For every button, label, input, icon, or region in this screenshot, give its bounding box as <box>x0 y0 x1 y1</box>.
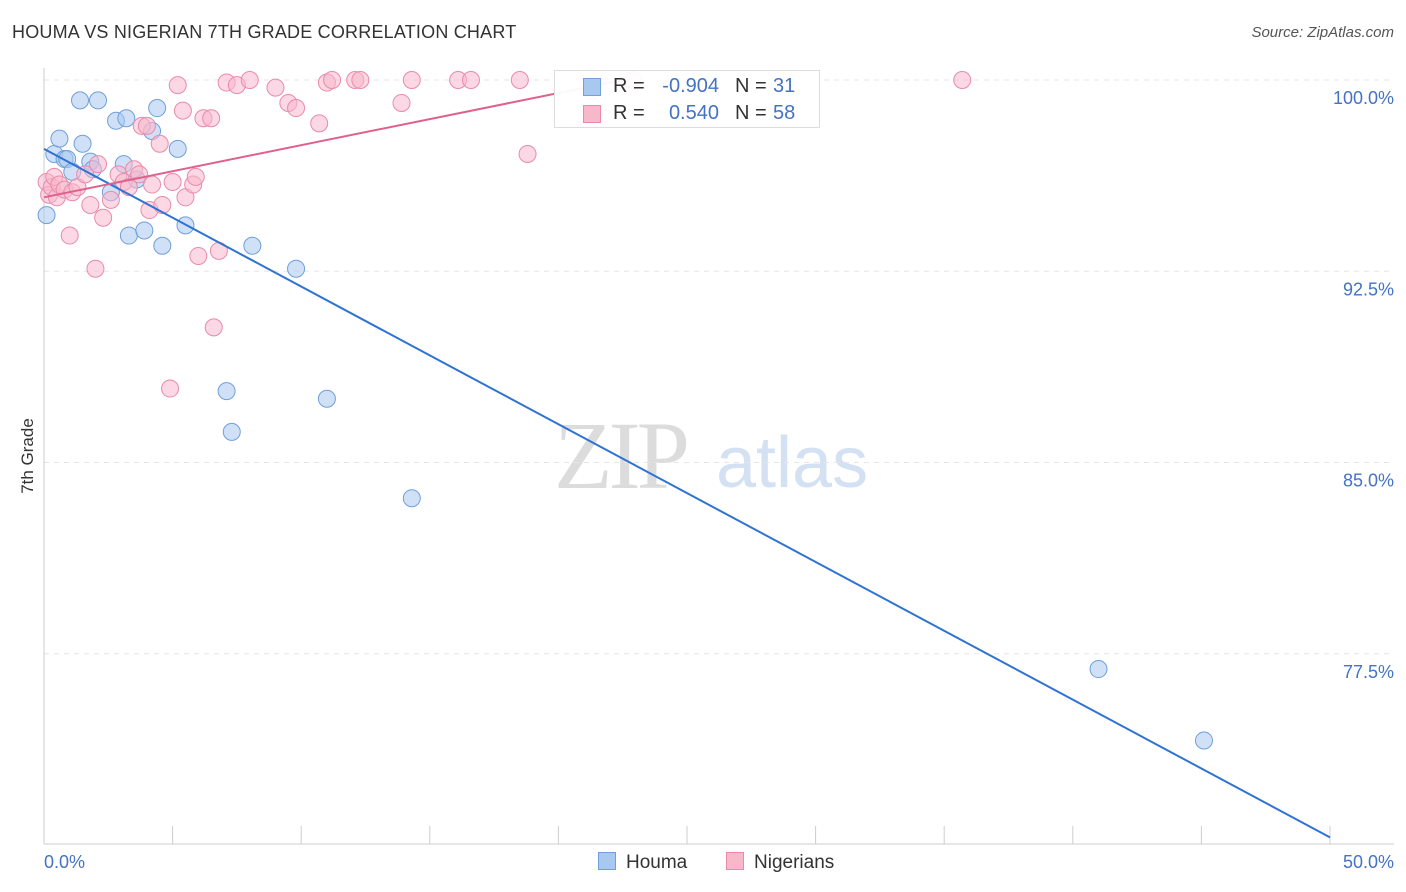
y-tick-label: 100.0% <box>1333 88 1394 108</box>
nigerians-point <box>202 109 221 128</box>
nigerians-point <box>101 190 120 209</box>
houma-legend-swatch <box>598 852 616 870</box>
houma-point <box>402 489 421 508</box>
houma-trend-line <box>43 147 1331 839</box>
nigerians-point <box>168 76 187 95</box>
nigerians-point <box>137 116 156 135</box>
x-tick-label-max: 50.0% <box>1342 852 1394 872</box>
y-tick-label: 77.5% <box>1343 662 1394 682</box>
nigerians-r-value: 0.540 <box>668 102 719 124</box>
nigerians-point <box>60 226 79 245</box>
nigerians-point <box>204 318 223 337</box>
nigerians-point <box>240 71 259 89</box>
nigerians-point <box>323 71 342 89</box>
legend-row-houma: R = -0.904 N = 31 <box>555 75 819 99</box>
nigerians-swatch <box>583 105 601 123</box>
y-axis-label: 7th Grade <box>18 418 37 494</box>
houma-point <box>317 389 336 408</box>
source-credit: Source: ZipAtlas.com <box>1251 24 1394 41</box>
houma-point <box>71 91 90 110</box>
nigerians-point <box>392 93 411 112</box>
nigerians-point <box>953 71 972 89</box>
nigerians-point <box>510 71 529 89</box>
houma-point <box>50 129 69 148</box>
watermark-atlas: atlas <box>716 423 869 503</box>
nigerians-point <box>89 155 108 174</box>
nigerians-legend-label: Nigerians <box>754 852 835 873</box>
nigerians-legend-swatch <box>726 852 744 870</box>
nigerians-point <box>153 195 172 214</box>
houma-r-value: -0.904 <box>662 75 719 97</box>
grid-lines <box>44 79 1394 655</box>
houma-r-label: R = <box>613 75 645 97</box>
houma-point <box>1194 731 1213 750</box>
nigerians-point <box>402 71 421 89</box>
nigerians-point <box>86 259 105 278</box>
legend-row-nigerians: R = 0.540 N = 58 <box>555 102 819 126</box>
trend-lines <box>43 79 1331 839</box>
houma-point <box>168 139 187 158</box>
houma-point <box>287 259 306 278</box>
houma-point <box>89 91 108 110</box>
houma-point <box>1089 660 1108 679</box>
houma-point <box>222 422 241 441</box>
nigerians-point <box>173 101 192 120</box>
legend-item-houma: Houma <box>598 852 687 874</box>
nigerians-r-label: R = <box>613 102 645 124</box>
y-tick-labels: 100.0% 92.5% 85.0% 77.5% <box>1333 88 1394 682</box>
nigerians-n-value: 58 <box>773 102 796 124</box>
houma-point <box>37 206 56 225</box>
nigerians-point <box>266 78 285 97</box>
nigerians-point <box>461 71 480 89</box>
nigerians-point <box>186 167 205 186</box>
x-tick-label-min: 0.0% <box>44 852 86 872</box>
houma-n-value: 31 <box>773 75 796 97</box>
chart-title: HOUMA VS NIGERIAN 7TH GRADE CORRELATION … <box>12 22 517 42</box>
nigerians-point <box>287 99 306 118</box>
houma-point <box>119 226 138 245</box>
houma-point <box>135 221 154 240</box>
legend-item-nigerians: Nigerians <box>726 852 834 874</box>
nigerians-point <box>351 71 370 89</box>
houma-point <box>148 99 167 118</box>
nigerians-trend-line <box>43 79 623 199</box>
houma-n-label: N = <box>735 75 767 97</box>
nigerians-point <box>163 173 182 191</box>
nigerians-point <box>518 144 537 163</box>
axes <box>43 68 1394 845</box>
houma-point <box>153 236 172 255</box>
nigerians-n-label: N = <box>735 102 767 124</box>
nigerians-point <box>94 208 113 227</box>
y-tick-label: 92.5% <box>1343 279 1394 299</box>
houma-point <box>217 382 236 401</box>
houma-point <box>117 109 136 128</box>
nigerians-point <box>189 246 208 265</box>
nigerians-point <box>310 114 329 133</box>
nigerians-point <box>161 379 180 398</box>
watermark-zip: ZIP <box>554 402 690 509</box>
nigerians-point <box>143 175 162 194</box>
nigerians-point <box>150 134 169 153</box>
houma-point <box>243 236 262 255</box>
houma-point <box>73 134 92 153</box>
stats-legend: R = -0.904 N = 31 R = 0.540 N = 58 <box>554 70 820 128</box>
data-points <box>37 71 1213 750</box>
houma-swatch <box>583 78 601 96</box>
houma-legend-label: Houma <box>626 852 688 873</box>
y-tick-label: 85.0% <box>1343 471 1394 491</box>
nigerians-point <box>81 195 100 214</box>
